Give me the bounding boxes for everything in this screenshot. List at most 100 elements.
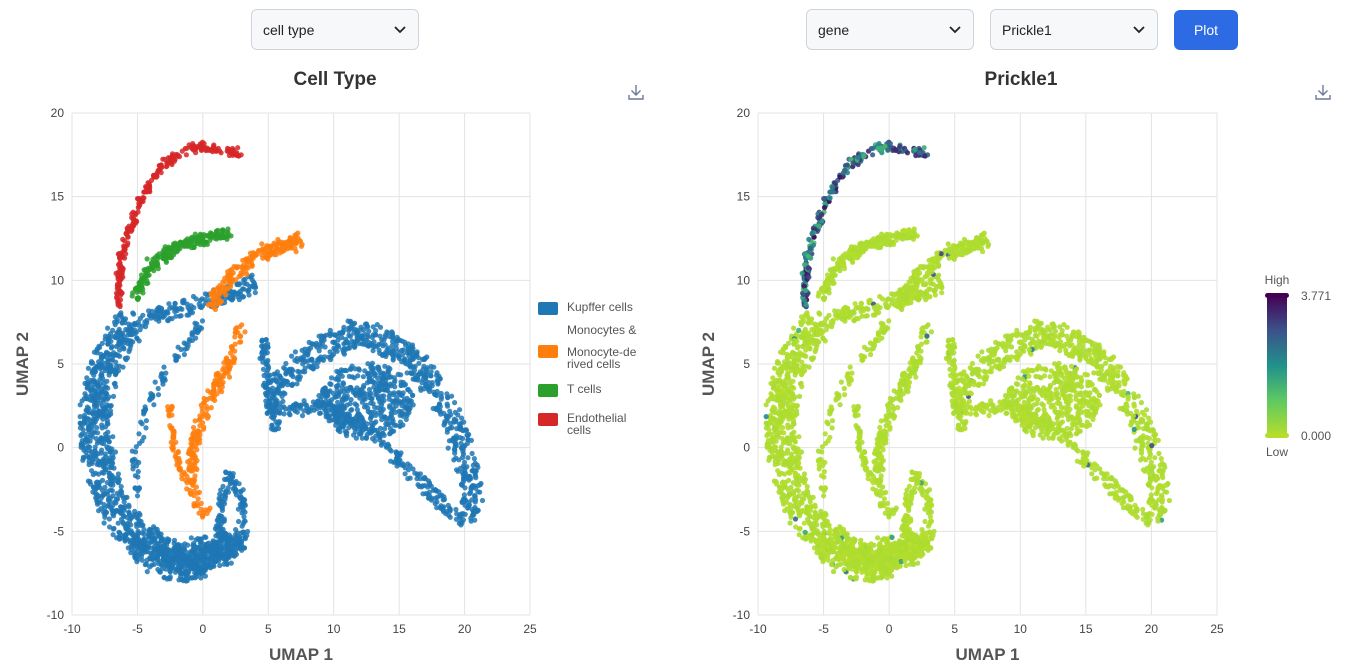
scatter-point [176,577,182,583]
scatter-point [382,350,389,356]
scatter-point [160,255,166,262]
scatter-point [286,407,293,413]
scatter-point [143,418,149,424]
scatter-point [786,477,792,483]
scatter-point [177,459,183,465]
legend-swatch[interactable] [538,345,558,358]
scatter-point [401,357,407,363]
scatter-point [117,347,123,353]
scatter-point [346,425,352,431]
scatter-point [90,430,96,436]
scatter-point [820,335,826,341]
scatter-point [164,160,170,166]
scatter-point [135,295,141,301]
scatter-point [788,514,794,520]
scatter-point [797,499,804,505]
scatter-point [207,559,213,566]
scatter-point [419,379,425,386]
scatter-point [144,569,150,575]
scatter-point [95,411,101,417]
scatter-point [101,509,107,515]
scatter-point [148,391,154,397]
scatter-point [169,245,175,251]
scatter-point [903,562,909,569]
scatter-point [820,523,826,530]
scatter-point [108,403,114,409]
scatter-point [110,532,116,538]
scatter-point [151,524,157,530]
scatter-point [94,425,100,431]
legend-swatch[interactable] [538,384,558,397]
scatter-point [181,351,187,358]
scatter-point [155,385,161,392]
scatter-point [219,231,225,237]
scatter-point [231,543,237,549]
scatter-point [862,577,868,583]
scatter-point [469,450,475,457]
scatter-point [143,184,150,190]
scatter-point [198,402,204,408]
color-by-dropdown[interactable]: cell type [251,9,419,50]
scatter-point [105,429,111,435]
download-icon[interactable] [627,83,645,101]
scatter-point [240,257,246,263]
scatter-point [351,375,357,381]
scatter-point [785,469,791,476]
scatter-point [199,409,205,415]
scatter-point [410,392,416,398]
scatter-point [82,431,88,437]
scatter-point [272,248,278,254]
legend-label: Endothelial cells [567,411,626,437]
scatter-point [449,425,455,431]
scatter-point [270,243,276,250]
scatter-point [401,382,407,388]
scatter-point [815,332,821,338]
scatter-point [465,505,471,511]
scatter-point [344,411,350,417]
scatter-point [109,488,115,494]
scatter-point [228,360,234,366]
scatter-point [132,508,138,514]
scatter-point [392,384,398,390]
scatter-points [763,139,1172,584]
scatter-point [403,361,410,367]
scatter-point [353,392,359,398]
download-icon[interactable] [1314,83,1332,101]
scatter-point [138,272,145,278]
scatter-point [229,536,236,542]
scatter-point [458,519,464,525]
mode-dropdown[interactable]: gene [806,9,974,50]
scatter-point [84,415,91,422]
scatter-point [249,262,255,268]
scatter-point [770,375,776,381]
scatter-point [373,419,379,425]
scatter-point [123,525,129,532]
scatter-point [318,344,324,350]
scatter-point [236,297,242,303]
scatter-point [238,488,244,494]
scatter-point [237,496,244,502]
chevron-down-icon [949,25,961,33]
legend-swatch[interactable] [538,413,558,426]
scatter-point [113,477,119,483]
x-tick-label: 15 [392,622,406,636]
scatter-point [211,387,217,393]
scatter-point [790,349,796,355]
scatter-point [160,314,166,320]
scatter-point [108,476,114,482]
scatter-point [271,371,277,377]
scatter-point [309,341,315,347]
scatter-point [198,506,204,512]
scatter-point [356,414,362,420]
scatter-point [80,457,86,463]
scatter-point [134,335,140,341]
x-tick-label: -10 [749,622,767,636]
scatter-point [372,409,378,415]
scatter-point [242,501,248,507]
scatter-point [793,524,799,530]
gene-dropdown[interactable]: Prickle1 [990,9,1158,50]
plot-button[interactable]: Plot [1174,10,1238,50]
scatter-point [434,494,441,500]
scatter-point [97,461,104,467]
legend-swatch[interactable] [538,302,558,315]
